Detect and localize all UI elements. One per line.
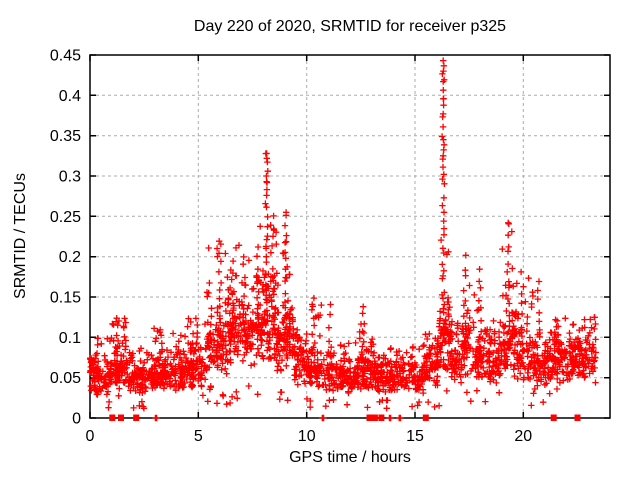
- x-tick-label: 0: [86, 428, 95, 445]
- y-tick-label: 0.25: [50, 209, 81, 226]
- y-tick-label: 0.3: [59, 169, 81, 186]
- zero-mark: [422, 414, 429, 421]
- scatter-points: [86, 57, 599, 422]
- y-axis-label: SRMTID / TECUs: [12, 173, 29, 299]
- y-tick-label: 0.45: [50, 48, 81, 65]
- plot-border: [89, 54, 611, 419]
- zero-mark: [133, 414, 140, 421]
- zero-mark: [109, 414, 116, 421]
- zero-mark: [366, 414, 373, 421]
- y-tick-label: 0.1: [59, 330, 81, 347]
- zero-mark: [378, 414, 385, 421]
- y-tick-labels: 0 0.05 0.1 0.15 0.2 0.25 0.3 0.35 0.4 0.45: [50, 48, 81, 428]
- y-tick-label: 0.4: [59, 88, 81, 105]
- zero-value-marks: [109, 414, 581, 421]
- x-tick-label: 5: [194, 428, 203, 445]
- zero-mark: [118, 414, 124, 421]
- zero-mark: [550, 414, 557, 421]
- x-axis-label: GPS time / hours: [289, 449, 411, 466]
- x-tick-label: 20: [514, 428, 532, 445]
- y-tick-label: 0: [72, 411, 81, 428]
- zero-mark: [371, 414, 378, 421]
- y-tick-label: 0.2: [59, 249, 81, 266]
- zero-mark: [574, 414, 581, 421]
- x-tick-label: 10: [298, 428, 316, 445]
- chart-title: Day 220 of 2020, SRMTID for receiver p32…: [193, 18, 507, 35]
- y-tick-label: 0.05: [50, 370, 81, 387]
- y-tick-label: 0.35: [50, 128, 81, 145]
- x-tick-labels: 0 5 10 15 20: [86, 428, 533, 445]
- y-tick-label: 0.15: [50, 290, 81, 307]
- x-tick-label: 15: [406, 428, 424, 445]
